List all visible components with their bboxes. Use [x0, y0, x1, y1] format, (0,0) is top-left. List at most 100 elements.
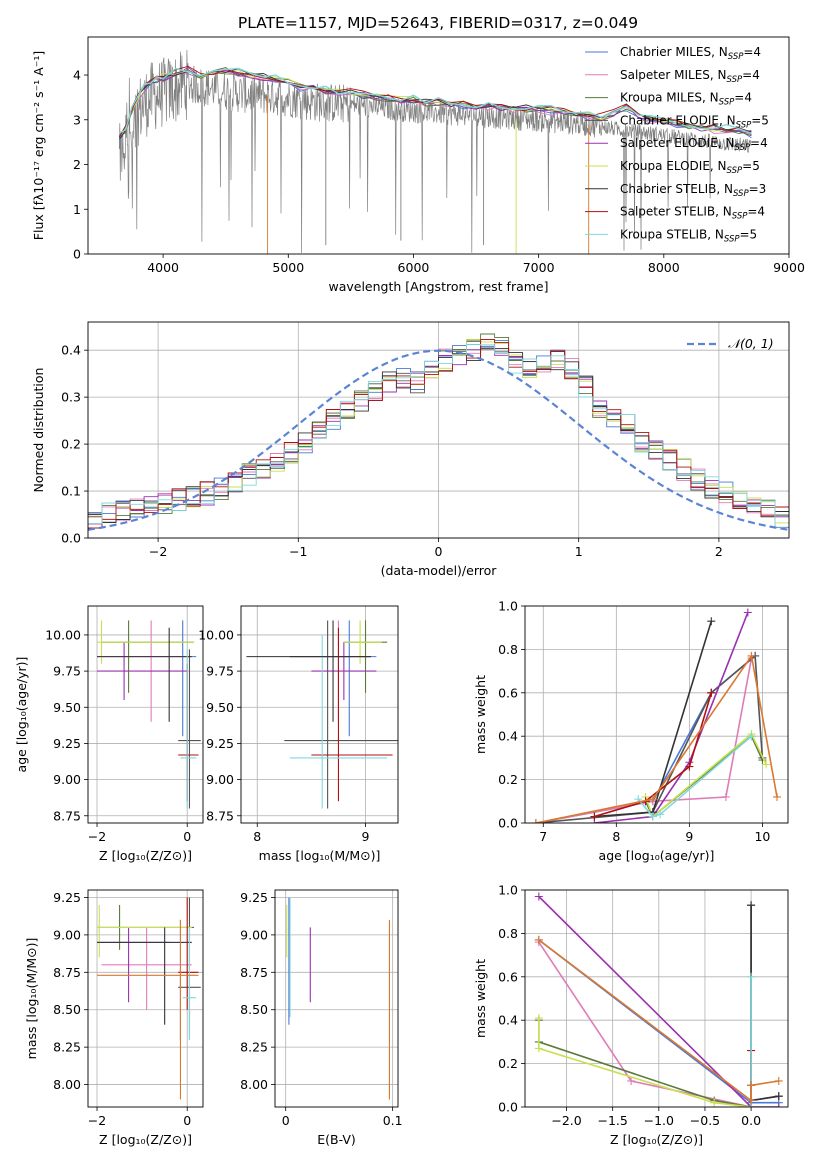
weight-marker: [774, 1092, 783, 1101]
x-tick-label: −2.0: [551, 1113, 581, 1128]
panel-mass-weight-vs-age: 7 8 9 10 0.0 0.2 0.4 0.6 0.8 1.0 age [log₁₀(age/yr…: [473, 599, 789, 863]
weight-marker: [534, 892, 543, 901]
y-tick-label: 8.00: [240, 1077, 268, 1092]
x-tick-label: 10: [754, 829, 770, 844]
weight-marker: [531, 819, 540, 823]
age-vs-mass-plot-area: [246, 620, 398, 809]
legend-entry: Salpeter STELIB, NSSP=4: [620, 205, 765, 222]
weight-marker: [774, 1076, 783, 1085]
y-tick-label: 0.3: [61, 390, 81, 405]
y-axis-label: Normed distribution: [31, 368, 46, 493]
histogram-kroupa-elodie: [88, 338, 789, 524]
histogram-salpeter-stelib: [88, 339, 789, 529]
x-axis-label: Z [log₁₀(Z/Z⊙)]: [99, 848, 192, 863]
y-tick-label: 0.6: [498, 969, 518, 984]
age-vs-Z-plot-area: [97, 620, 201, 809]
y-tick-label: 0: [73, 247, 81, 262]
weight-line: [750, 905, 779, 1102]
axes-frame: [274, 889, 399, 1108]
x-tick-label: −2: [88, 829, 106, 844]
y-axis-label: age [log₁₀(age/yr)]: [14, 657, 29, 773]
x-tick-label: −2: [88, 1113, 106, 1128]
y-tick-label: 1.0: [498, 883, 518, 898]
y-tick-label: 9.00: [53, 772, 81, 787]
weight-line: [538, 939, 779, 1103]
weight-line: [594, 620, 713, 818]
weight-line: [535, 653, 778, 823]
weight-line: [637, 735, 753, 818]
x-tick-label: 0: [282, 1113, 290, 1128]
weight-line: [538, 941, 752, 1107]
x-tick-label: 9: [362, 829, 370, 844]
mass-weight-vs-Z-plot-area: [534, 892, 783, 1107]
x-tick-label: 6000: [398, 260, 430, 275]
y-tick-label: 8.00: [53, 1077, 81, 1092]
gaussian-curve: [88, 349, 789, 531]
y-tick-label: 8.25: [240, 1040, 268, 1055]
weight-marker: [762, 760, 771, 769]
y-axis-label: Flux [fλ10⁻¹⁷ erg cm⁻² s⁻¹ A⁻¹]: [31, 51, 46, 240]
y-tick-label: 0.1: [61, 484, 81, 499]
y-tick-label: 9.00: [240, 927, 268, 942]
x-tick-label: 0.0: [741, 1113, 761, 1128]
x-tick-label: 0: [183, 829, 191, 844]
x-tick-label: 0: [183, 1113, 191, 1128]
y-tick-label: 0.2: [61, 437, 81, 452]
y-tick-label: 0.8: [498, 926, 518, 941]
y-tick-label: 8.25: [53, 1040, 81, 1055]
mass-weight-vs-age-plot-area: [531, 608, 782, 823]
x-tick-label: 7000: [523, 260, 555, 275]
weight-marker: [773, 792, 782, 801]
weight-marker: [656, 810, 665, 819]
x-tick-label: −1.5: [597, 1113, 627, 1128]
x-tick-label: −1: [289, 544, 307, 559]
weight-line: [594, 612, 749, 823]
weight-line: [538, 1018, 752, 1107]
weight-marker: [685, 762, 694, 771]
axes-frame: [87, 605, 204, 824]
spectrum-legend: Chabrier MILES, NSSP=4 Salpeter MILES, NS…: [585, 45, 769, 244]
legend-entry: 𝒩(0, 1): [728, 336, 774, 351]
y-tick-label: 0.4: [498, 1013, 518, 1028]
legend-entry: Kroupa STELIB, NSSP=5: [620, 227, 757, 244]
y-tick-label: 9.00: [206, 772, 234, 787]
y-tick-label: 10.00: [45, 627, 81, 642]
y-axis-label: mass weight: [473, 959, 488, 1038]
x-tick-label: −0.5: [690, 1113, 720, 1128]
figure-title: PLATE=1157, MJD=52643, FIBERID=0317, z=0…: [238, 14, 638, 32]
weight-marker: [534, 1014, 543, 1023]
x-tick-label: 4000: [147, 260, 179, 275]
y-tick-label: 8.75: [53, 965, 81, 980]
weight-marker: [747, 651, 756, 660]
x-axis-label: (data-model)/error: [381, 563, 498, 578]
panel-age-vs-mass: 8 9 8.75 9.00 9.25 9.50 9.75 10.00 mass [log₁₀(M…: [198, 605, 399, 863]
legend-entry: Chabrier MILES, NSSP=4: [620, 45, 761, 62]
weight-marker: [774, 1103, 783, 1107]
y-tick-label: 9.50: [53, 700, 81, 715]
x-tick-label: −1.0: [644, 1113, 674, 1128]
x-axis-label: mass [log₁₀(M/M⊙)]: [259, 848, 381, 863]
weight-line: [750, 905, 779, 1102]
weight-marker: [747, 1081, 756, 1090]
panel-mass-weight-vs-Z: −2.0 −1.5 −1.0 −0.5 0.0 0.0 0.2 0.4 0.6 0.8 1.0 Z […: [473, 883, 789, 1147]
weight-marker: [747, 972, 756, 981]
y-tick-label: 8.50: [53, 1002, 81, 1017]
weight-marker: [721, 792, 730, 801]
axes-frame: [524, 605, 789, 824]
weight-marker: [747, 901, 756, 910]
y-tick-label: 0.2: [498, 772, 518, 787]
x-tick-label: 7: [539, 829, 547, 844]
panel-residuals: −2 −1 0 1 2 0.0 0.1 0.2 0.3 0.4 (data-model)/error…: [31, 321, 790, 578]
y-tick-label: 1.0: [498, 599, 518, 614]
legend-entry: Chabrier ELODIE, NSSP=5: [620, 113, 769, 130]
panel-mass-vs-ebv: 0 0.1 8.00 8.25 8.50 8.75 9.00 9.25 E(B-V): [240, 889, 403, 1147]
weight-marker: [747, 1096, 756, 1105]
x-tick-label: 8000: [648, 260, 680, 275]
panel-mass-vs-Z: −2 0 8.00 8.25 8.50 8.75 9.00 9.25 Z [log₁₀(Z/Z⊙…: [24, 889, 204, 1147]
y-tick-label: 0.6: [498, 685, 518, 700]
legend-entry: Chabrier STELIB, NSSP=3: [620, 182, 766, 199]
y-tick-label: 9.75: [53, 664, 81, 679]
y-tick-label: 8.75: [53, 808, 81, 823]
legend-entry: Kroupa ELODIE, NSSP=5: [620, 159, 760, 176]
